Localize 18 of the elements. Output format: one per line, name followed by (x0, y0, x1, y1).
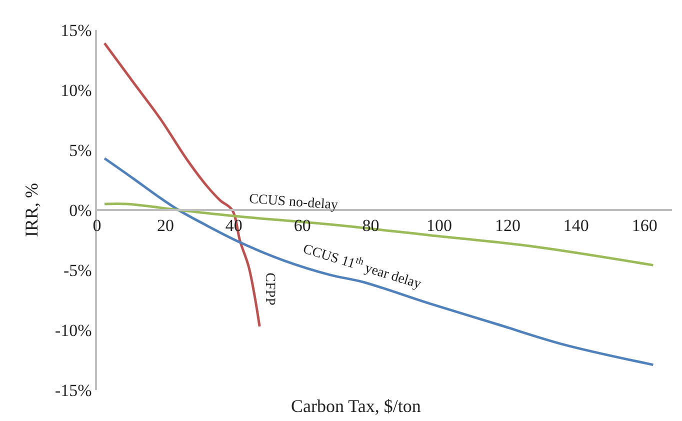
series-label: CCUS no-delay (248, 192, 338, 214)
y-tick-label: 15% (60, 20, 92, 40)
y-axis-title: IRR, % (22, 182, 42, 237)
x-tick-label: 140 (563, 216, 589, 236)
y-tick-label: 0% (69, 200, 92, 220)
x-tick-label: 160 (632, 216, 658, 236)
text: CFPP (262, 272, 277, 306)
y-tick-label: -10% (55, 320, 92, 340)
x-tick-label: 100 (426, 216, 452, 236)
x-tick-label: 120 (494, 216, 520, 236)
y-tick-label: -5% (64, 260, 92, 280)
x-axis-title: Carbon Tax, $/ton (291, 396, 421, 416)
x-tick-label: 0 (92, 216, 102, 236)
y-tick-label: 10% (60, 80, 92, 100)
text: CCUS 11$^{th}$ year delay (301, 239, 424, 292)
x-tick-label: 20 (156, 216, 174, 236)
y-tick-label: -15% (55, 380, 92, 400)
y-tick-label: 5% (69, 140, 92, 160)
